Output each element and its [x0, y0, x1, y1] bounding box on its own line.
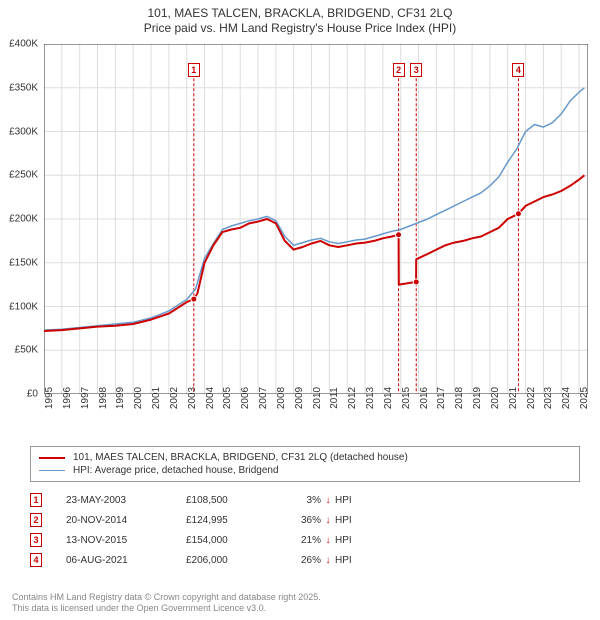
- transaction-marker: 4: [30, 553, 42, 567]
- chart-marker-3: 3: [410, 63, 422, 77]
- y-tick-label: £0: [27, 389, 38, 400]
- down-arrow-icon: ↓: [321, 495, 335, 506]
- x-tick-label: 2018: [454, 387, 465, 409]
- x-tick-label: 2025: [579, 387, 590, 409]
- x-tick-label: 2019: [472, 387, 483, 409]
- transaction-price: £124,995: [186, 515, 281, 526]
- down-arrow-icon: ↓: [321, 555, 335, 566]
- transaction-row: 3 13-NOV-2015£154,00021%↓HPI: [30, 530, 580, 550]
- x-tick-label: 1998: [98, 387, 109, 409]
- transaction-date: 06-AUG-2021: [66, 555, 186, 566]
- transaction-pct: 36%: [281, 515, 321, 526]
- down-arrow-icon: ↓: [321, 535, 335, 546]
- y-tick-label: £200K: [9, 214, 38, 225]
- legend-row: 101, MAES TALCEN, BRACKLA, BRIDGEND, CF3…: [39, 451, 571, 464]
- legend-row: HPI: Average price, detached house, Brid…: [39, 464, 571, 477]
- x-tick-label: 2015: [401, 387, 412, 409]
- y-tick-label: £300K: [9, 126, 38, 137]
- x-tick-label: 2003: [187, 387, 198, 409]
- x-tick-label: 1995: [44, 387, 55, 409]
- x-tick-label: 2012: [347, 387, 358, 409]
- x-tick-label: 2000: [133, 387, 144, 409]
- x-tick-label: 1996: [62, 387, 73, 409]
- transaction-marker: 3: [30, 533, 42, 547]
- x-tick-label: 2006: [240, 387, 251, 409]
- x-tick-label: 2009: [294, 387, 305, 409]
- transaction-pct: 26%: [281, 555, 321, 566]
- y-tick-label: £350K: [9, 82, 38, 93]
- chart-marker-2: 2: [393, 63, 405, 77]
- footer-line-2: This data is licensed under the Open Gov…: [12, 603, 588, 614]
- x-tick-label: 2023: [543, 387, 554, 409]
- x-tick-label: 2022: [526, 387, 537, 409]
- legend-swatch: [39, 457, 65, 459]
- transaction-price: £108,500: [186, 495, 281, 506]
- x-tick-label: 2011: [329, 387, 340, 409]
- chart-marker-1: 1: [188, 63, 200, 77]
- chart-plot-area: £0£50K£100K£150K£200K£250K£300K£350K£400…: [44, 44, 588, 394]
- x-tick-label: 2017: [436, 387, 447, 409]
- transaction-hpi-label: HPI: [335, 495, 365, 506]
- x-tick-label: 2021: [508, 387, 519, 409]
- y-tick-label: £50K: [15, 345, 38, 356]
- transaction-price: £154,000: [186, 535, 281, 546]
- transaction-row: 2 20-NOV-2014£124,99536%↓HPI: [30, 510, 580, 530]
- title-line-2: Price paid vs. HM Land Registry's House …: [0, 21, 600, 36]
- chart-marker-4: 4: [512, 63, 524, 77]
- x-tick-label: 2013: [365, 387, 376, 409]
- y-tick-label: £400K: [9, 39, 38, 50]
- legend-swatch: [39, 470, 65, 471]
- y-tick-label: £150K: [9, 257, 38, 268]
- title-line-1: 101, MAES TALCEN, BRACKLA, BRIDGEND, CF3…: [0, 6, 600, 21]
- transaction-marker: 2: [30, 513, 42, 527]
- legend: 101, MAES TALCEN, BRACKLA, BRIDGEND, CF3…: [30, 446, 580, 482]
- chart-title: 101, MAES TALCEN, BRACKLA, BRIDGEND, CF3…: [0, 0, 600, 36]
- x-tick-label: 2016: [419, 387, 430, 409]
- down-arrow-icon: ↓: [321, 515, 335, 526]
- transaction-hpi-label: HPI: [335, 555, 365, 566]
- footer-line-1: Contains HM Land Registry data © Crown c…: [12, 592, 588, 603]
- transaction-hpi-label: HPI: [335, 535, 365, 546]
- transactions-table: 123-MAY-2003£108,5003%↓HPI220-NOV-2014£1…: [30, 490, 580, 570]
- transaction-hpi-label: HPI: [335, 515, 365, 526]
- x-axis-labels: 1995199619971998199920002001200220032004…: [44, 398, 588, 438]
- transaction-pct: 21%: [281, 535, 321, 546]
- transaction-pct: 3%: [281, 495, 321, 506]
- x-tick-label: 2001: [151, 387, 162, 409]
- transaction-date: 20-NOV-2014: [66, 515, 186, 526]
- x-tick-label: 2010: [312, 387, 323, 409]
- transaction-row: 4 06-AUG-2021£206,00026%↓HPI: [30, 550, 580, 570]
- transaction-date: 23-MAY-2003: [66, 495, 186, 506]
- footer-attribution: Contains HM Land Registry data © Crown c…: [12, 592, 588, 614]
- x-tick-label: 2024: [561, 387, 572, 409]
- y-tick-label: £250K: [9, 170, 38, 181]
- x-tick-label: 1999: [115, 387, 126, 409]
- x-tick-label: 2005: [222, 387, 233, 409]
- transaction-marker: 1: [30, 493, 42, 507]
- transaction-row: 1 23-MAY-2003£108,5003%↓HPI: [30, 490, 580, 510]
- line-chart-svg: [44, 44, 588, 394]
- y-axis-labels: £0£50K£100K£150K£200K£250K£300K£350K£400…: [0, 44, 40, 394]
- x-tick-label: 2014: [383, 387, 394, 409]
- transaction-date: 13-NOV-2015: [66, 535, 186, 546]
- y-tick-label: £100K: [9, 301, 38, 312]
- x-tick-label: 2002: [169, 387, 180, 409]
- legend-label: HPI: Average price, detached house, Brid…: [73, 465, 279, 476]
- x-tick-label: 2004: [205, 387, 216, 409]
- legend-label: 101, MAES TALCEN, BRACKLA, BRIDGEND, CF3…: [73, 452, 408, 463]
- x-tick-label: 1997: [80, 387, 91, 409]
- x-tick-label: 2007: [258, 387, 269, 409]
- transaction-price: £206,000: [186, 555, 281, 566]
- x-tick-label: 2008: [276, 387, 287, 409]
- x-tick-label: 2020: [490, 387, 501, 409]
